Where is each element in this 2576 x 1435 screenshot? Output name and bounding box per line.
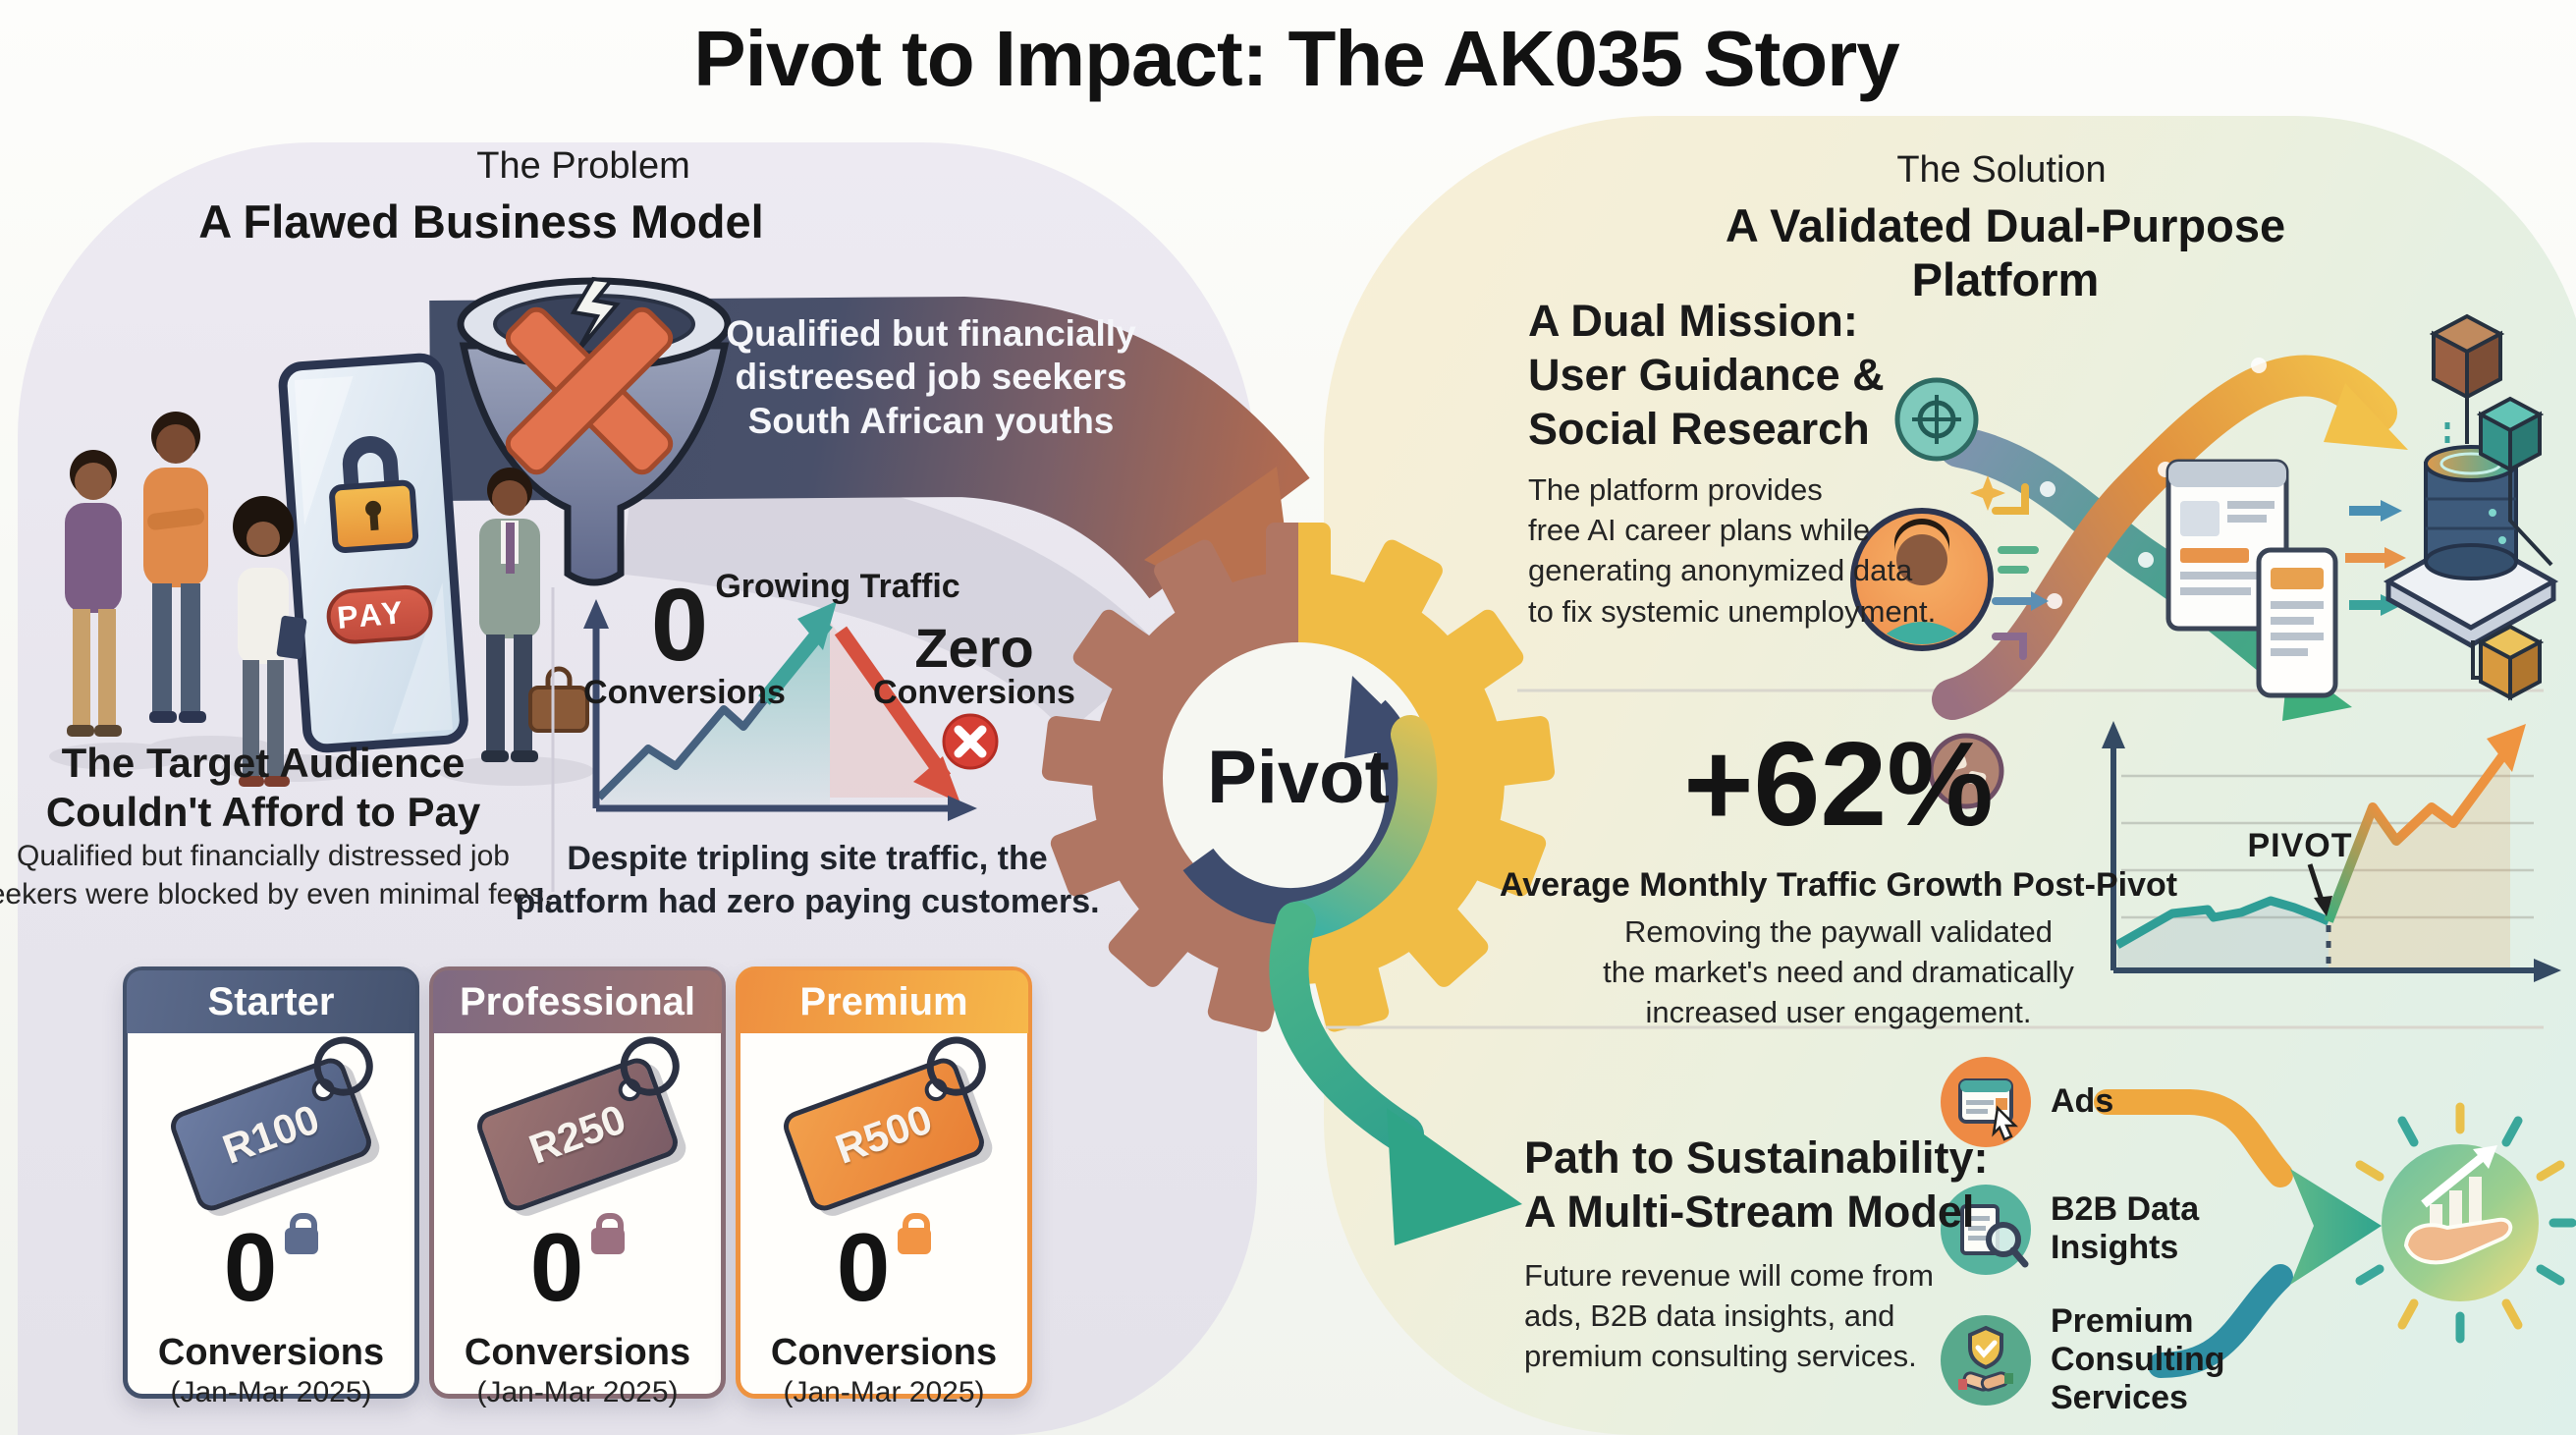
down-arrowhead-icon <box>913 756 960 803</box>
hand-icon <box>2403 1217 2513 1265</box>
page-title: Pivot to Impact: The AK035 Story <box>693 15 1899 102</box>
zero-conversions-x-icon <box>942 713 999 770</box>
ads-icon <box>1941 1057 2031 1147</box>
period-label: (Jan-Mar 2025) <box>476 1376 679 1408</box>
growth-body: Removing the paywall validated the marke… <box>1603 914 2074 1030</box>
person-icon <box>143 412 208 723</box>
dual-mission-flow <box>1850 313 2559 809</box>
data-cube-icon <box>2476 396 2553 567</box>
paywall-tablet-icon <box>278 353 468 753</box>
lock-icon <box>898 1213 932 1254</box>
stream-label-consulting: Premium Consulting Services <box>2051 1302 2225 1417</box>
conversion-label: Conversions <box>157 1332 385 1373</box>
briefcase-icon <box>528 686 589 733</box>
problem-kicker: The Problem <box>476 145 690 187</box>
price: R100 <box>216 1095 326 1173</box>
pay-button-shape <box>326 584 433 644</box>
x-mark-icon <box>505 306 674 475</box>
lock-shackle-icon <box>342 436 400 489</box>
growth-stat: +62% <box>1683 717 1994 851</box>
sustainability-heading: Path to Sustainability: A Multi-Stream M… <box>1524 1132 1989 1237</box>
paywall-illustration <box>49 353 594 787</box>
conversion-count: 0 <box>836 1213 891 1321</box>
revenue-streams <box>1941 1057 2576 1406</box>
lock-icon <box>591 1213 626 1254</box>
stream-label-ads: Ads <box>2051 1082 2114 1120</box>
social-data-icon <box>1928 733 2004 809</box>
zero-conversions-stat: 0 <box>650 568 709 683</box>
tier-name: Professional <box>433 970 722 1033</box>
traffic-vs-conversions-chart <box>583 599 999 821</box>
pivot-chart-annotation: PIVOT <box>2247 827 2353 864</box>
conversion-count: 0 <box>529 1213 584 1321</box>
conversion-label: Conversions <box>464 1332 691 1373</box>
period-label: (Jan-Mar 2025) <box>170 1376 372 1408</box>
person-icon <box>233 496 307 787</box>
period-label: (Jan-Mar 2025) <box>783 1376 985 1408</box>
audience-heading: The Target Audience Couldn't Afford to P… <box>45 740 481 835</box>
research-target-icon <box>1894 377 1979 462</box>
pricing-card-starter: Starter R100 0 Conversions (Jan-Mar 2025… <box>123 966 419 1408</box>
post-pivot-growth-chart <box>2102 721 2561 982</box>
pricing-card-premium: Premium R500 0 Conversions (Jan-Mar 2025… <box>736 966 1032 1408</box>
price-tag-icon: R100 <box>128 1028 414 1222</box>
person-icon <box>479 468 589 762</box>
pay-button-label: PAY <box>335 594 408 635</box>
pivot-to-sustainability-arrow <box>1269 902 1522 1245</box>
user-avatar-icon <box>1850 508 1994 651</box>
zero-conversions-stat-label: Conversions <box>583 674 786 711</box>
growth-stat-label: Average Monthly Traffic Growth Post-Pivo… <box>1499 866 2178 904</box>
sparkle-icon <box>1970 475 2005 511</box>
merge-arrow-icon <box>2290 1169 2382 1285</box>
shield-icon <box>1968 1325 2003 1370</box>
traffic-chart-caption: Despite tripling site traffic, the platf… <box>515 840 1100 921</box>
sustainability-body: Future revenue will come from ads, B2B d… <box>1524 1258 1934 1374</box>
crack-icon <box>570 276 621 354</box>
lock-icon <box>285 1213 319 1254</box>
solution-heading: A Validated Dual-Purpose Platform <box>1725 199 2286 305</box>
b2b-data-icon <box>1941 1185 2031 1275</box>
data-cube-icon <box>2429 313 2505 444</box>
audience-body: Qualified but financially distressed job… <box>0 840 553 911</box>
tier-name: Starter <box>127 970 415 1033</box>
person-icon <box>65 450 122 737</box>
growing-traffic-label: Growing Traffic <box>715 568 960 605</box>
price: R250 <box>522 1095 632 1173</box>
price-tag-icon: R500 <box>740 1028 1027 1222</box>
pivot-label: Pivot <box>1207 736 1390 819</box>
solution-kicker: The Solution <box>1896 149 2107 191</box>
zero-label-sub: Conversions <box>873 674 1075 711</box>
database-icon <box>2383 422 2559 648</box>
pricing-card-professional: Professional R250 0 Conversions (Jan-Mar… <box>429 966 726 1408</box>
pivot-gear-icon <box>1040 523 1557 1034</box>
broken-funnel-icon <box>457 276 732 586</box>
stream-label-b2b: B2B Data Insights <box>2051 1190 2200 1267</box>
up-arrowhead-icon <box>797 601 837 650</box>
data-cube-icon <box>2471 624 2545 701</box>
growth-arrowhead-icon <box>2487 724 2526 772</box>
conversion-count: 0 <box>223 1213 278 1321</box>
career-plan-documents-icon <box>2165 459 2338 698</box>
mission-body: The platform provides free AI career pla… <box>1528 472 1937 629</box>
zero-label: Zero <box>914 617 1034 679</box>
magnifier-icon <box>1986 1222 2021 1257</box>
impact-sunburst-icon <box>2355 1102 2576 1344</box>
conversion-label: Conversions <box>770 1332 998 1373</box>
price-tag-icon: R250 <box>434 1028 721 1222</box>
tier-name: Premium <box>740 970 1028 1033</box>
yellow-arrowhead-icon <box>2324 383 2408 450</box>
funnel-band-text: Qualified but financially distreesed job… <box>726 313 1136 441</box>
consulting-icon <box>1941 1315 2031 1406</box>
price: R500 <box>829 1095 939 1173</box>
problem-heading: A Flawed Business Model <box>198 195 764 248</box>
mission-heading: A Dual Mission: User Guidance & Social R… <box>1528 296 1885 454</box>
data-flow-arrows <box>2345 500 2406 616</box>
